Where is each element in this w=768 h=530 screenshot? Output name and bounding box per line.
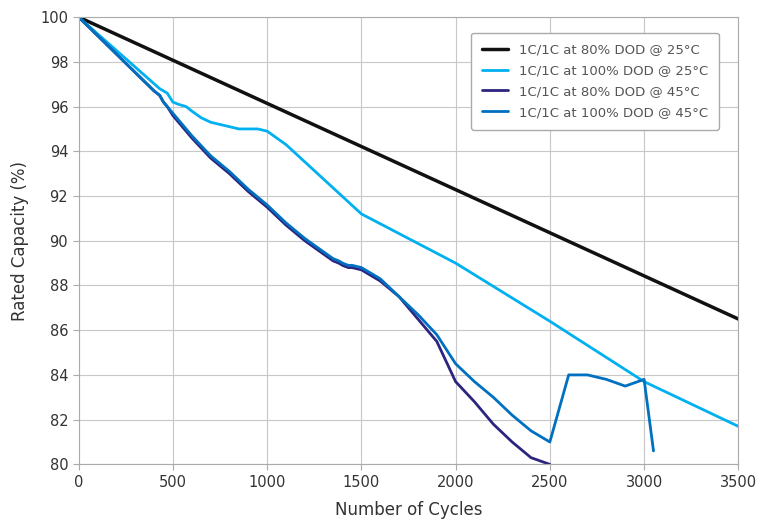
1C/1C at 100% DOD @ 45°C xyxy=(395,294,404,300)
1C/1C at 100% DOD @ 45°C xyxy=(357,264,366,271)
1C/1C at 80% DOD @ 45°C xyxy=(177,123,187,130)
1C/1C at 80% DOD @ 45°C xyxy=(347,264,356,271)
1C/1C at 100% DOD @ 45°C xyxy=(163,103,172,110)
1C/1C at 100% DOD @ 25°C xyxy=(174,101,183,108)
1C/1C at 80% DOD @ 45°C xyxy=(159,99,168,105)
1C/1C at 100% DOD @ 45°C xyxy=(376,276,385,282)
1C/1C at 80% DOD @ 45°C xyxy=(526,454,535,461)
1C/1C at 100% DOD @ 25°C xyxy=(155,85,164,92)
1C/1C at 100% DOD @ 45°C xyxy=(470,378,479,385)
1C/1C at 100% DOD @ 45°C xyxy=(155,92,164,99)
Line: 1C/1C at 100% DOD @ 45°C: 1C/1C at 100% DOD @ 45°C xyxy=(78,17,654,451)
1C/1C at 100% DOD @ 25°C xyxy=(733,423,743,429)
Y-axis label: Rated Capacity (%): Rated Capacity (%) xyxy=(11,161,29,321)
1C/1C at 100% DOD @ 45°C xyxy=(263,202,272,208)
1C/1C at 80% DOD @ 45°C xyxy=(187,135,197,141)
1C/1C at 80% DOD @ 45°C xyxy=(451,378,460,385)
1C/1C at 80% DOD @ 45°C xyxy=(225,171,234,177)
1C/1C at 80% DOD @ 45°C xyxy=(163,103,172,110)
1C/1C at 100% DOD @ 25°C xyxy=(74,14,83,20)
1C/1C at 80% DOD @ 45°C xyxy=(281,222,290,228)
1C/1C at 100% DOD @ 25°C xyxy=(206,119,215,126)
1C/1C at 100% DOD @ 45°C xyxy=(413,311,422,317)
1C/1C at 100% DOD @ 25°C xyxy=(215,121,224,128)
1C/1C at 100% DOD @ 45°C xyxy=(334,258,343,264)
1C/1C at 100% DOD @ 45°C xyxy=(168,110,177,117)
1C/1C at 100% DOD @ 45°C xyxy=(451,360,460,367)
1C/1C at 100% DOD @ 25°C xyxy=(168,99,177,105)
1C/1C at 80% DOD @ 45°C xyxy=(488,421,498,427)
1C/1C at 80% DOD @ 45°C xyxy=(545,461,554,467)
1C/1C at 100% DOD @ 45°C xyxy=(177,121,187,128)
Line: 1C/1C at 80% DOD @ 45°C: 1C/1C at 80% DOD @ 45°C xyxy=(78,17,550,464)
1C/1C at 80% DOD @ 45°C xyxy=(300,237,310,244)
1C/1C at 100% DOD @ 45°C xyxy=(159,99,168,105)
1C/1C at 80% DOD @ 45°C xyxy=(243,188,253,195)
X-axis label: Number of Cycles: Number of Cycles xyxy=(335,501,482,519)
1C/1C at 80% DOD @ 45°C xyxy=(508,439,517,445)
1C/1C at 100% DOD @ 45°C xyxy=(602,376,611,383)
1C/1C at 100% DOD @ 45°C xyxy=(187,132,197,139)
1C/1C at 100% DOD @ 45°C xyxy=(347,262,356,269)
1C/1C at 100% DOD @ 45°C xyxy=(243,186,253,192)
1C/1C at 100% DOD @ 45°C xyxy=(640,376,649,383)
1C/1C at 80% DOD @ 45°C xyxy=(329,258,338,264)
1C/1C at 80% DOD @ 45°C xyxy=(168,112,177,119)
1C/1C at 100% DOD @ 25°C xyxy=(197,114,206,121)
1C/1C at 80% DOD @ 45°C xyxy=(338,262,347,269)
1C/1C at 80% DOD @ 45°C xyxy=(376,278,385,284)
1C/1C at 100% DOD @ 45°C xyxy=(206,153,215,159)
1C/1C at 100% DOD @ 25°C xyxy=(181,103,190,110)
1C/1C at 100% DOD @ 45°C xyxy=(526,428,535,434)
1C/1C at 80% DOD @ 45°C xyxy=(413,316,422,322)
1C/1C at 100% DOD @ 45°C xyxy=(225,168,234,174)
1C/1C at 100% DOD @ 25°C xyxy=(640,378,649,385)
1C/1C at 100% DOD @ 25°C xyxy=(253,126,263,132)
1C/1C at 80% DOD @ 45°C xyxy=(395,294,404,300)
1C/1C at 80% DOD @ 45°C xyxy=(357,267,366,273)
1C/1C at 100% DOD @ 45°C xyxy=(583,372,592,378)
Legend: 1C/1C at 80% DOD @ 25°C, 1C/1C at 100% DOD @ 25°C, 1C/1C at 80% DOD @ 45°C, 1C/1: 1C/1C at 80% DOD @ 25°C, 1C/1C at 100% D… xyxy=(472,33,719,129)
1C/1C at 100% DOD @ 45°C xyxy=(150,88,159,94)
1C/1C at 100% DOD @ 25°C xyxy=(272,135,281,141)
1C/1C at 80% DOD @ 45°C xyxy=(334,260,343,266)
1C/1C at 100% DOD @ 25°C xyxy=(545,318,554,324)
1C/1C at 100% DOD @ 25°C xyxy=(263,128,272,134)
1C/1C at 100% DOD @ 45°C xyxy=(343,262,353,269)
1C/1C at 80% DOD @ 45°C xyxy=(263,204,272,210)
1C/1C at 80% DOD @ 45°C xyxy=(74,14,83,20)
1C/1C at 100% DOD @ 25°C xyxy=(243,126,253,132)
1C/1C at 100% DOD @ 25°C xyxy=(357,211,366,217)
1C/1C at 100% DOD @ 25°C xyxy=(163,90,172,96)
1C/1C at 80% DOD @ 45°C xyxy=(343,264,353,271)
1C/1C at 80% DOD @ 45°C xyxy=(155,92,164,99)
1C/1C at 100% DOD @ 45°C xyxy=(338,260,347,266)
1C/1C at 80% DOD @ 45°C xyxy=(150,88,159,94)
1C/1C at 100% DOD @ 45°C xyxy=(74,14,83,20)
1C/1C at 100% DOD @ 45°C xyxy=(545,439,554,445)
1C/1C at 100% DOD @ 45°C xyxy=(329,255,338,262)
1C/1C at 100% DOD @ 25°C xyxy=(234,126,243,132)
1C/1C at 80% DOD @ 45°C xyxy=(206,155,215,161)
Line: 1C/1C at 100% DOD @ 25°C: 1C/1C at 100% DOD @ 25°C xyxy=(78,17,738,426)
1C/1C at 100% DOD @ 25°C xyxy=(281,142,290,148)
1C/1C at 100% DOD @ 45°C xyxy=(300,235,310,242)
1C/1C at 80% DOD @ 45°C xyxy=(432,338,442,344)
1C/1C at 100% DOD @ 45°C xyxy=(649,448,658,454)
1C/1C at 100% DOD @ 25°C xyxy=(187,108,197,114)
1C/1C at 100% DOD @ 45°C xyxy=(281,219,290,226)
1C/1C at 80% DOD @ 45°C xyxy=(470,399,479,405)
1C/1C at 100% DOD @ 45°C xyxy=(564,372,573,378)
1C/1C at 100% DOD @ 45°C xyxy=(508,412,517,418)
1C/1C at 100% DOD @ 45°C xyxy=(621,383,630,389)
1C/1C at 100% DOD @ 45°C xyxy=(488,394,498,401)
1C/1C at 100% DOD @ 45°C xyxy=(432,331,442,338)
1C/1C at 100% DOD @ 25°C xyxy=(225,123,234,130)
1C/1C at 100% DOD @ 25°C xyxy=(451,260,460,266)
